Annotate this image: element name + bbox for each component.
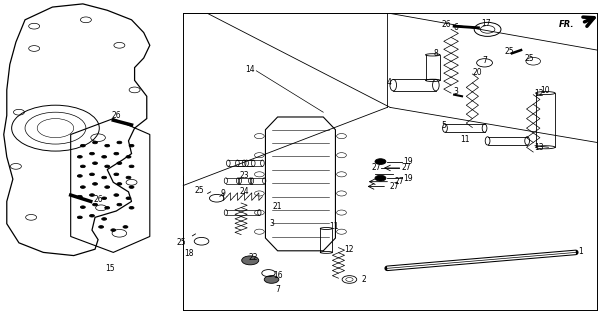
Text: 19: 19 [403,157,413,166]
Circle shape [93,183,98,185]
Text: 9: 9 [220,189,225,198]
Text: 25: 25 [195,186,204,195]
Circle shape [375,159,386,164]
Circle shape [126,176,131,179]
Text: 16: 16 [273,271,283,280]
Circle shape [105,206,110,209]
Circle shape [117,203,122,206]
Circle shape [129,165,134,168]
Text: 12: 12 [344,245,354,254]
Text: FR.: FR. [559,20,575,29]
Text: 11: 11 [460,135,469,144]
Circle shape [126,197,131,199]
Circle shape [90,194,95,196]
Circle shape [81,144,85,147]
Text: 24: 24 [239,188,249,196]
Text: 25: 25 [504,46,514,56]
Text: 2: 2 [362,275,367,284]
Circle shape [114,152,119,155]
Circle shape [114,173,119,176]
Circle shape [77,156,82,158]
Text: 13: 13 [534,143,544,152]
Text: 17: 17 [481,20,491,28]
Text: 20: 20 [472,68,482,77]
Text: 21: 21 [273,202,282,211]
Text: 27: 27 [390,182,400,191]
Text: 18: 18 [185,250,194,259]
Circle shape [129,144,134,147]
Text: 15: 15 [106,264,115,273]
Text: 26: 26 [112,111,121,120]
Text: 14: 14 [245,65,255,74]
Circle shape [114,194,119,196]
Text: 25: 25 [525,54,534,63]
Circle shape [117,141,122,144]
Circle shape [117,183,122,185]
Circle shape [102,197,107,199]
Circle shape [90,173,95,176]
Circle shape [111,229,116,231]
Circle shape [93,141,98,144]
Circle shape [77,216,82,219]
Circle shape [93,162,98,164]
Text: 3: 3 [453,87,458,96]
Text: 26: 26 [442,20,451,29]
Circle shape [123,226,128,228]
Text: 8: 8 [434,49,438,58]
Circle shape [264,276,279,283]
Circle shape [375,175,386,181]
Circle shape [81,186,85,188]
Circle shape [129,206,134,209]
Text: 4: 4 [387,78,392,87]
Text: 7: 7 [275,284,280,293]
Text: 19: 19 [403,174,413,183]
Text: 26: 26 [93,195,103,204]
Circle shape [102,176,107,179]
Circle shape [77,196,82,198]
Circle shape [81,206,85,208]
Text: 10: 10 [540,86,550,95]
Text: 22: 22 [248,253,258,262]
Text: 5: 5 [441,121,446,130]
Text: 7: 7 [482,56,487,65]
Circle shape [105,186,110,188]
Text: 27: 27 [402,163,412,172]
Circle shape [99,226,104,228]
Circle shape [102,156,107,158]
Circle shape [81,165,85,168]
Text: 27: 27 [371,163,381,172]
Circle shape [242,256,259,265]
Circle shape [105,165,110,168]
Text: 11: 11 [329,222,339,231]
Text: 27: 27 [395,177,404,186]
Circle shape [90,214,95,217]
Circle shape [129,186,134,188]
Text: 6: 6 [453,23,458,32]
Circle shape [105,144,110,147]
Circle shape [117,162,122,164]
Circle shape [93,203,98,206]
Circle shape [126,156,131,158]
Text: 12: 12 [534,89,544,98]
Text: 1: 1 [578,247,583,256]
Circle shape [77,175,82,177]
Text: 25: 25 [177,238,186,247]
Circle shape [90,152,95,155]
Circle shape [102,218,107,220]
Text: 23: 23 [239,172,249,180]
Text: 3: 3 [269,219,274,228]
